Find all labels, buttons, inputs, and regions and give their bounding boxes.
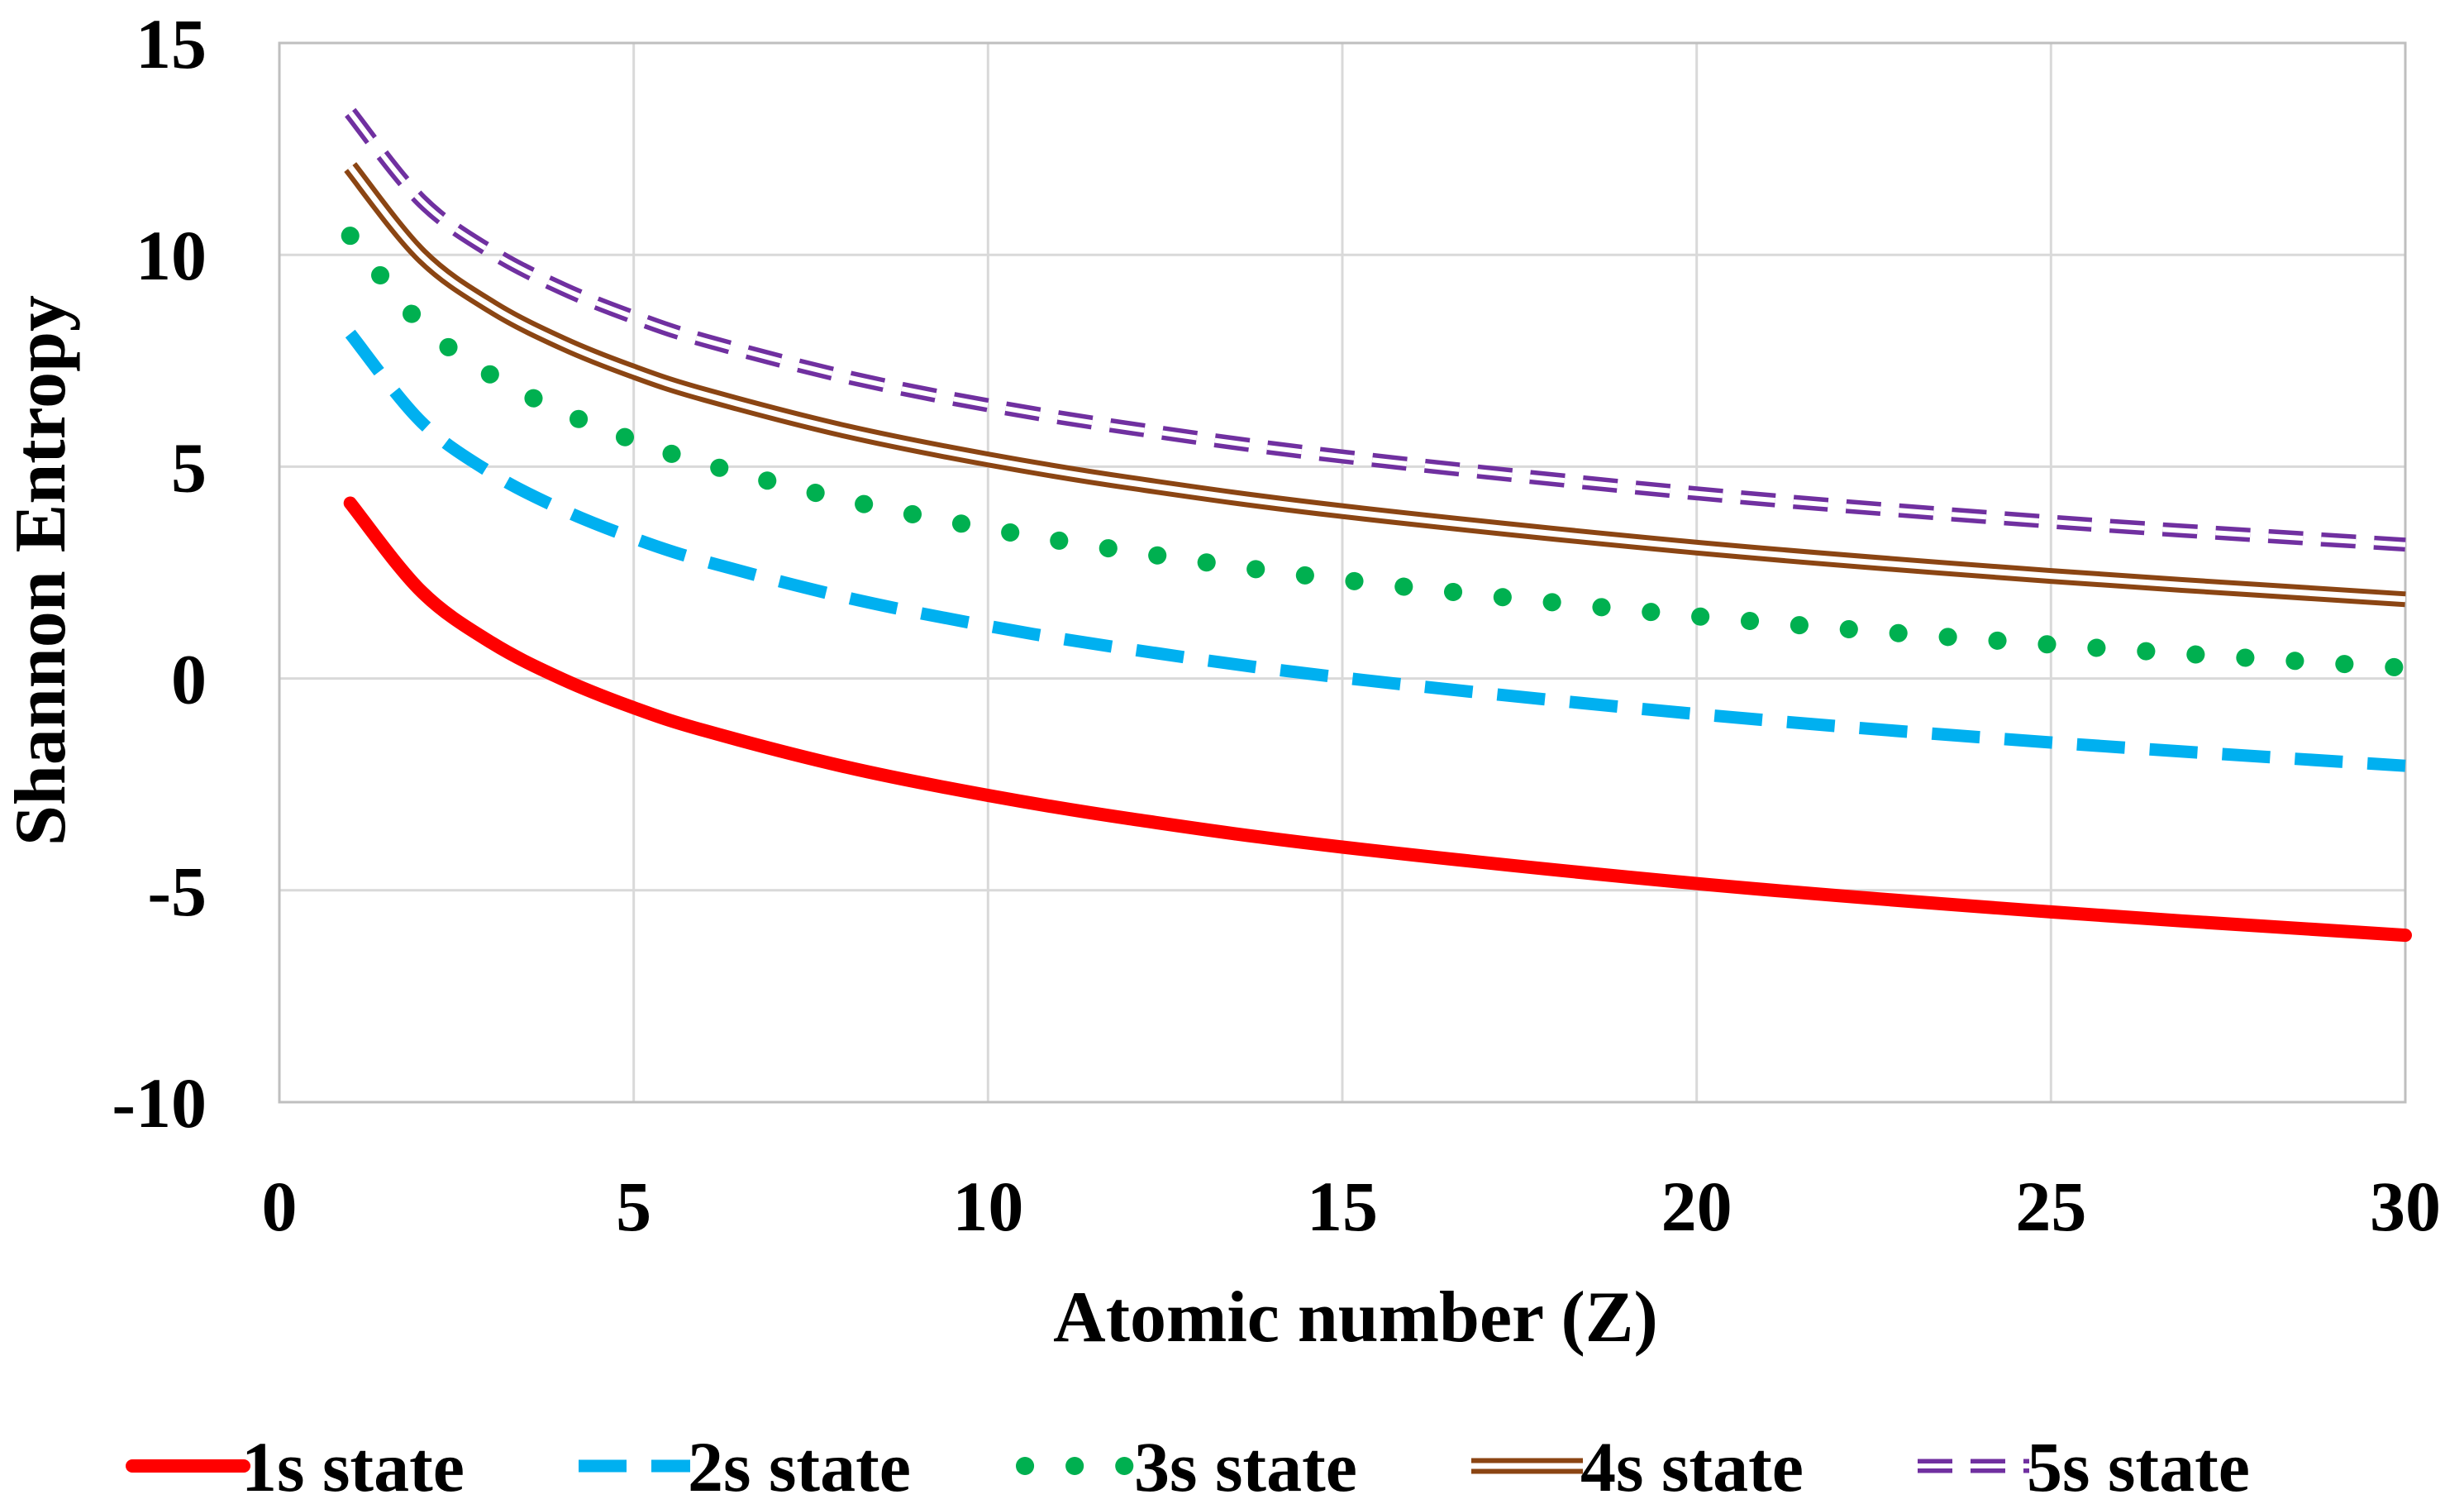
legend: 1s state 2s state 3s state 4s state 5s state <box>126 1427 2250 1504</box>
legend-item-2s: 2s state <box>579 1427 911 1504</box>
series-line-4s-inner <box>347 165 2406 603</box>
x-axis-ticks: 0 5 10 15 20 25 30 <box>262 1167 2442 1246</box>
series-line-1s <box>343 496 2412 943</box>
x-tick-label: 20 <box>1661 1167 1732 1246</box>
y-axis-title: Shannon Entropy <box>1 295 81 846</box>
legend-item-3s: 3s state <box>1016 1427 1357 1504</box>
series-line-5s-inner <box>348 111 2406 547</box>
series-layer <box>341 107 2414 943</box>
series-2s-state <box>345 329 2406 772</box>
y-tick-label: 15 <box>136 4 207 84</box>
legend-item-5s: 5s state <box>1918 1427 2250 1504</box>
legend-label: 1s state <box>241 1427 465 1504</box>
y-tick-label: 5 <box>171 427 207 507</box>
legend-label: 2s state <box>688 1427 911 1504</box>
legend-item-4s: 4s state <box>1471 1427 1804 1504</box>
y-tick-label: -5 <box>147 852 207 931</box>
x-tick-label: 10 <box>952 1167 1023 1246</box>
x-tick-label: 25 <box>2015 1167 2086 1246</box>
plot-area-frame <box>278 41 2407 1104</box>
y-tick-label: 10 <box>136 216 207 295</box>
legend-label: 3s state <box>1134 1427 1357 1504</box>
x-tick-label: 5 <box>616 1167 651 1246</box>
series-line-3s <box>341 227 2414 677</box>
legend-label: 5s state <box>2027 1427 2250 1504</box>
y-tick-label: 0 <box>171 640 207 719</box>
series-4s-state <box>344 162 2406 608</box>
series-line-2s <box>345 329 2406 772</box>
y-axis-ticks: 15 10 5 0 -5 -10 <box>112 4 207 1143</box>
legend-label: 4s state <box>1580 1427 1804 1504</box>
y-tick-label: -10 <box>112 1063 207 1143</box>
x-tick-label: 0 <box>262 1167 298 1246</box>
series-1s-state <box>343 496 2412 943</box>
x-axis-title: Atomic number (Z) <box>1053 1277 1658 1358</box>
x-tick-label: 30 <box>2370 1167 2441 1246</box>
series-3s-state <box>341 227 2414 677</box>
legend-item-1s: 1s state <box>126 1427 465 1504</box>
x-tick-label: 15 <box>1307 1167 1378 1246</box>
series-5s-state <box>345 107 2406 552</box>
